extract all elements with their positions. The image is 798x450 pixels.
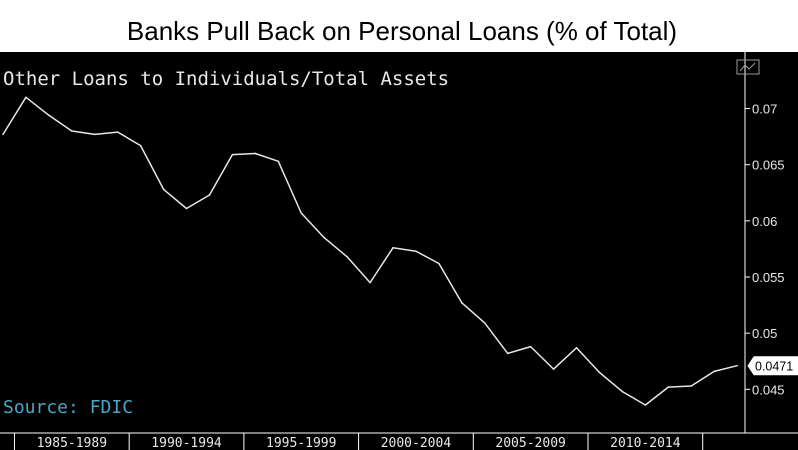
- data-point: [529, 345, 532, 348]
- data-point: [346, 255, 348, 258]
- data-point: [461, 302, 463, 304]
- chart-title: Banks Pull Back on Personal Loans (% of …: [126, 16, 678, 46]
- data-point: [48, 114, 50, 117]
- y-tick-label: 0.055: [752, 270, 785, 285]
- x-tick-label: 2005-2009: [495, 436, 565, 450]
- chart-icon-frame: [736, 59, 760, 75]
- y-tick-label: 0.045: [752, 382, 785, 397]
- series-label: Other Loans to Individuals/Total Assets: [3, 68, 449, 90]
- data-point: [93, 133, 96, 136]
- data-point: [598, 371, 601, 374]
- data-point: [621, 390, 624, 393]
- data-point: [231, 153, 234, 156]
- y-tick-label: 0.05: [752, 326, 777, 341]
- data-point: [162, 188, 165, 191]
- y-tick-label: 0.06: [752, 214, 777, 229]
- data-point: [506, 352, 509, 355]
- data-point: [116, 131, 119, 133]
- x-tick-label: 1995-1999: [266, 436, 336, 450]
- data-point: [323, 236, 325, 239]
- data-point: [713, 370, 715, 373]
- y-tick-label: 0.065: [752, 158, 785, 173]
- series-line: [2, 96, 738, 406]
- data-point: [369, 281, 371, 284]
- data-point: [185, 207, 188, 210]
- data-point: [392, 247, 394, 249]
- last-value-callout: 0.0471: [747, 356, 798, 376]
- axes: 0.045 0.05 0.055 0.06 0.065 0.07 1985-1989 1990…: [0, 52, 798, 450]
- data-point: [736, 364, 738, 367]
- source-label: Source: FDIC: [3, 397, 133, 418]
- chart-icon-line: [739, 62, 756, 72]
- x-tick-label: 2010-2014: [610, 436, 681, 450]
- data-point: [644, 404, 647, 406]
- data-point: [208, 194, 211, 196]
- last-value-box: [747, 356, 798, 376]
- data-point: [415, 250, 417, 252]
- chart-area: 0.045 0.05 0.055 0.06 0.065 0.07 1985-1989 1990…: [0, 52, 798, 450]
- data-point: [690, 385, 693, 387]
- data-point: [139, 144, 142, 147]
- data-point: [254, 152, 257, 155]
- x-tick-label: 1990-1994: [151, 436, 222, 450]
- data-point: [277, 160, 280, 163]
- series-layer: [2, 96, 738, 406]
- x-tick-label: 2000-2004: [381, 436, 452, 450]
- chart-icon: [736, 59, 760, 75]
- data-point: [552, 368, 555, 370]
- data-point: [667, 386, 670, 388]
- data-point: [2, 133, 4, 136]
- data-point: [71, 130, 73, 132]
- data-point: [483, 322, 486, 324]
- data-point: [575, 346, 578, 349]
- x-tick-label: 1985-1989: [37, 436, 107, 450]
- y-tick-label: 0.07: [752, 102, 777, 117]
- data-point: [438, 262, 440, 265]
- data-point: [25, 96, 27, 99]
- labels-layer: 0.0471 Other Loans to Individuals/Total A…: [3, 59, 798, 418]
- data-point: [300, 212, 303, 214]
- last-value-label: 0.0471: [755, 360, 793, 374]
- line-chart: 0.045 0.05 0.055 0.06 0.065 0.07 1985-1989 1990…: [0, 52, 798, 450]
